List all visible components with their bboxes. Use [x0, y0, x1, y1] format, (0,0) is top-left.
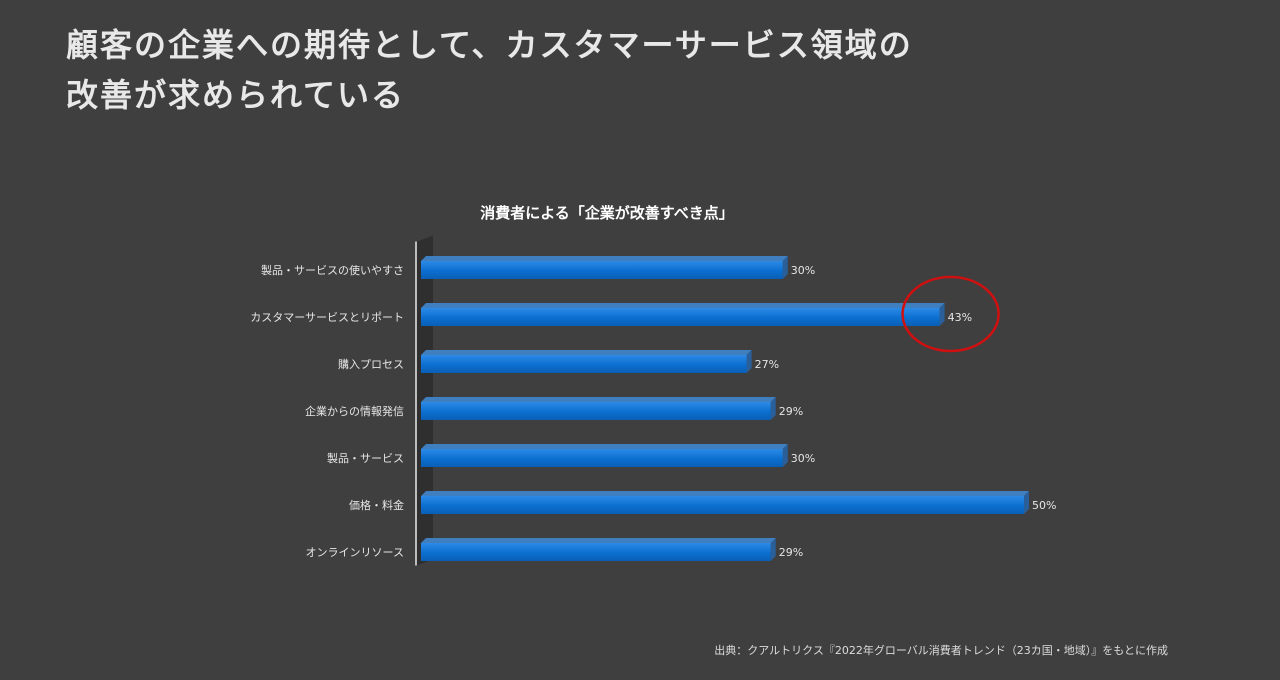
- value-label: 50%: [1032, 499, 1056, 512]
- value-label: 29%: [779, 546, 803, 559]
- value-label: 30%: [791, 264, 815, 277]
- bar: [421, 449, 783, 467]
- bar-side-face: [770, 538, 776, 561]
- bar-top-face: [421, 397, 776, 402]
- category-label: カスタマーサービスとリポート: [250, 311, 404, 324]
- category-label: 製品・サービス: [327, 451, 404, 465]
- category-label: オンラインリソース: [306, 546, 404, 559]
- bar-side-face: [782, 444, 788, 467]
- bar-top-face: [421, 538, 776, 543]
- bar-top-face: [421, 256, 788, 261]
- bar-side-face: [939, 303, 945, 326]
- bar: [421, 308, 940, 326]
- bar: [421, 261, 783, 279]
- value-label: 30%: [791, 452, 815, 465]
- category-label: 購入プロセス: [338, 357, 404, 371]
- bar: [421, 402, 771, 420]
- chart-title: 消費者による「企業が改善すべき点」: [480, 204, 734, 222]
- value-label: 29%: [779, 405, 803, 418]
- bar-side-face: [782, 256, 788, 279]
- bar-top-face: [421, 303, 945, 308]
- bar-top-face: [421, 491, 1029, 496]
- category-label: 価格・料金: [349, 498, 404, 512]
- bar: [421, 496, 1024, 514]
- bar-side-face: [1024, 491, 1029, 514]
- category-label: 企業からの情報発信: [305, 404, 404, 418]
- bar-side-face: [746, 350, 752, 373]
- source-note: 出典：クアルトリクス『2022年グローバル消費者トレンド（23カ国・地域）』をも…: [714, 644, 1168, 657]
- headline-line-2: 改善が求められている: [66, 76, 406, 114]
- category-label: 製品・サービスの使いやすさ: [261, 263, 404, 277]
- headline: 顧客の企業への期待として、カスタマーサービス領域の 改善が求められている: [66, 20, 966, 120]
- bar-top-face: [421, 350, 752, 355]
- bar-top-face: [421, 444, 788, 449]
- headline-line-1: 顧客の企業への期待として、カスタマーサービス領域の: [66, 26, 913, 64]
- value-label: 43%: [948, 311, 972, 324]
- bar: [421, 355, 747, 373]
- bar-side-face: [770, 397, 776, 420]
- value-label: 27%: [755, 358, 779, 371]
- highlight-circle: [901, 275, 1000, 353]
- bar: [421, 543, 771, 561]
